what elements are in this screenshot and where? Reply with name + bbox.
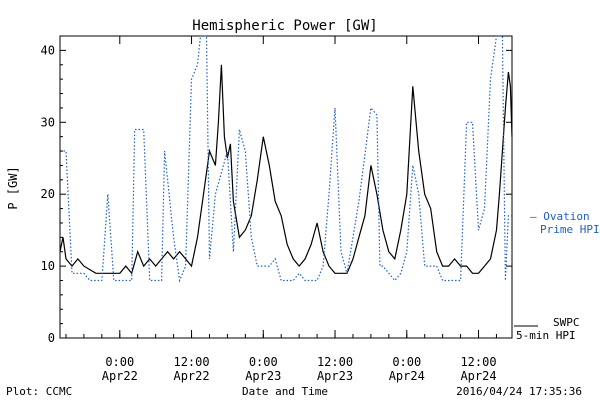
y-axis-label: P [GW] — [6, 166, 20, 209]
footer-timestamp: 2016/04/24 17:35:36 — [456, 385, 582, 398]
plot-frame — [59, 35, 513, 339]
x-tick-date: Apr23 — [245, 369, 281, 383]
x-tick-time: 0:00 — [249, 355, 278, 369]
legend-swpc: SWPC 5-min HPI — [514, 316, 580, 342]
x-tick-date: Apr24 — [389, 369, 425, 383]
x-axis: 0:00Apr2212:00Apr220:00Apr2312:00Apr230:… — [65, 36, 497, 383]
x-tick-date: Apr23 — [317, 369, 353, 383]
series-line-ovation — [60, 35, 512, 283]
legend-ovation-line1: — Ovation — [530, 210, 590, 223]
x-tick-date: Apr22 — [173, 369, 209, 383]
x-axis-label: Date and Time — [242, 385, 328, 398]
y-tick-label: 10 — [41, 259, 55, 273]
x-tick-date: Apr22 — [102, 369, 138, 383]
x-tick-date: Apr24 — [460, 369, 496, 383]
legend-swpc-line2: 5-min HPI — [516, 329, 576, 342]
x-tick-time: 12:00 — [317, 355, 353, 369]
footer-credit: Plot: CCMC — [6, 385, 72, 398]
legend-ovation-prime: — Ovation Prime HPI — [530, 210, 600, 236]
y-tick-label: 40 — [41, 43, 55, 57]
series-line-swpc — [59, 64, 513, 275]
chart-title: Hemispheric Power [GW] — [192, 18, 377, 34]
series-layer — [59, 35, 513, 283]
y-tick-label: 0 — [48, 331, 55, 345]
x-tick-time: 12:00 — [173, 355, 209, 369]
x-tick-time: 0:00 — [392, 355, 421, 369]
x-tick-time: 0:00 — [105, 355, 134, 369]
legend-ovation-line2: Prime HPI — [540, 223, 600, 236]
legend-swpc-line1: SWPC — [553, 316, 580, 329]
y-tick-label: 20 — [41, 187, 55, 201]
x-tick-time: 12:00 — [460, 355, 496, 369]
y-tick-label: 30 — [41, 115, 55, 129]
y-axis: 0 10 20 30 40 — [41, 35, 512, 345]
